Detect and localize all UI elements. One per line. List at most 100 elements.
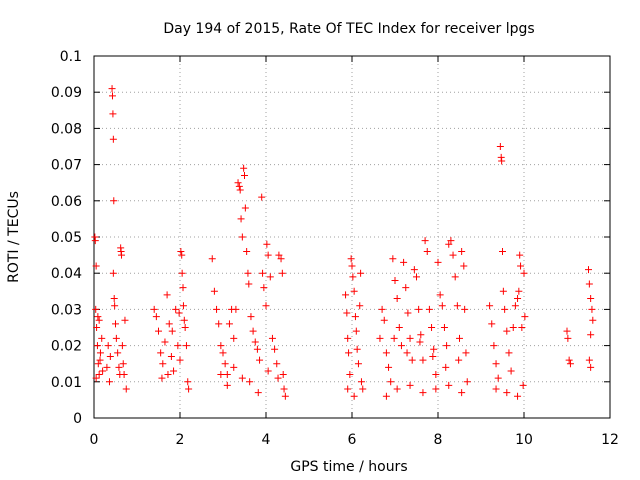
data-point: [230, 334, 238, 342]
data-point: [357, 378, 365, 386]
data-point: [106, 352, 114, 360]
data-point: [486, 302, 494, 310]
data-point: [434, 258, 442, 266]
x-tick-label: 2: [176, 432, 185, 448]
data-point: [235, 182, 243, 190]
data-point: [387, 378, 395, 386]
data-point: [511, 302, 519, 310]
data-point: [118, 342, 126, 350]
data-point: [440, 324, 448, 331]
data-point: [402, 284, 410, 292]
data-point: [223, 371, 231, 379]
data-point: [275, 251, 283, 259]
data-point: [460, 262, 468, 270]
data-point: [108, 92, 116, 100]
data-point: [120, 371, 128, 379]
data-point: [180, 316, 188, 324]
data-point: [93, 342, 101, 350]
data-point: [585, 266, 592, 274]
data-point: [352, 327, 360, 335]
data-point: [404, 309, 412, 317]
data-point: [492, 360, 500, 368]
data-point: [230, 363, 238, 371]
data-point: [351, 313, 359, 321]
data-point: [164, 371, 172, 379]
data-point: [181, 324, 189, 331]
data-point: [246, 378, 254, 386]
data-point: [179, 284, 187, 292]
data-point: [110, 197, 118, 205]
data-point: [517, 262, 525, 270]
data-point: [516, 251, 524, 259]
x-tick-label: 8: [434, 432, 443, 448]
data-point: [152, 313, 160, 321]
data-point: [264, 367, 272, 375]
y-tick-label: 0.01: [51, 375, 82, 391]
data-point: [92, 374, 100, 382]
data-point: [119, 360, 127, 368]
data-point: [406, 381, 414, 389]
y-axis-title: ROTI / TECUs: [6, 191, 22, 283]
data-point: [92, 305, 100, 313]
data-point: [103, 363, 111, 371]
data-point: [95, 316, 103, 324]
data-point: [521, 313, 529, 321]
data-point: [213, 305, 221, 313]
data-point: [505, 349, 513, 357]
data-point: [354, 360, 362, 368]
data-point: [415, 305, 423, 313]
data-point: [395, 324, 403, 331]
data-point: [217, 371, 225, 379]
data-point: [419, 389, 427, 397]
data-point: [357, 269, 365, 277]
data-point: [96, 349, 104, 357]
data-point: [232, 305, 240, 313]
data-point: [263, 240, 271, 248]
data-point: [240, 164, 248, 172]
data-point: [462, 349, 470, 357]
data-point: [277, 255, 285, 263]
data-point: [566, 360, 574, 368]
data-point: [234, 179, 242, 187]
data-point: [262, 302, 270, 310]
data-point: [343, 309, 351, 317]
data-point: [449, 251, 457, 259]
data-point: [245, 280, 253, 288]
data-point: [279, 371, 287, 379]
data-point: [111, 302, 119, 310]
data-point: [429, 352, 437, 360]
data-point: [348, 262, 356, 270]
data-point: [249, 327, 257, 335]
data-point: [458, 247, 466, 255]
data-point: [115, 363, 123, 371]
data-point: [423, 247, 431, 255]
data-point: [492, 385, 500, 393]
data-point: [520, 269, 528, 277]
data-point: [376, 334, 384, 342]
data-point: [514, 295, 522, 303]
data-point: [174, 342, 182, 350]
data-point: [445, 240, 453, 248]
data-point: [96, 356, 104, 364]
data-point: [266, 273, 274, 281]
data-point: [112, 334, 120, 342]
data-point: [588, 305, 596, 313]
data-point: [278, 269, 286, 277]
data-point: [350, 287, 358, 295]
x-tick-label: 6: [348, 432, 357, 448]
data-point: [425, 305, 433, 313]
data-point: [167, 352, 175, 360]
data-point: [99, 367, 107, 375]
data-point: [432, 385, 440, 393]
data-point: [353, 345, 361, 353]
data-point: [344, 385, 352, 393]
data-point: [503, 327, 511, 335]
data-point: [168, 327, 176, 335]
data-point: [585, 356, 593, 364]
data-point: [256, 356, 264, 364]
data-point: [400, 258, 408, 266]
data-point: [93, 324, 101, 331]
data-point: [210, 287, 218, 295]
data-point: [385, 363, 393, 371]
data-point: [105, 378, 113, 386]
